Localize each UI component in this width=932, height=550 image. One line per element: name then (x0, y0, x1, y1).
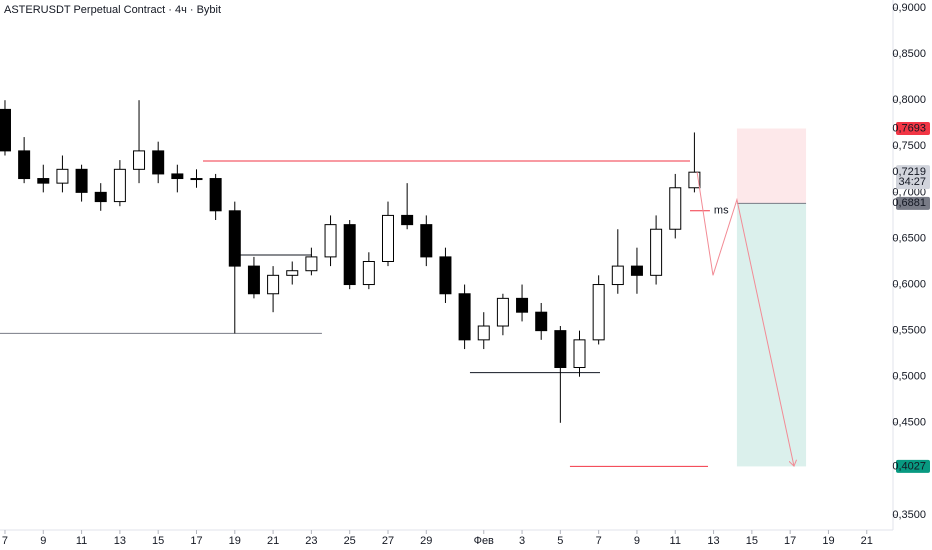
x-tick-label: 25 (344, 535, 356, 547)
candle-body (401, 214, 414, 226)
x-tick-label: 3 (519, 535, 525, 547)
candle-body (535, 311, 548, 332)
candle-body (554, 330, 567, 368)
stop-zone (736, 128, 807, 204)
candle-body (75, 168, 88, 193)
candle-body (324, 224, 337, 258)
candle-body (190, 178, 203, 181)
candle-body (362, 260, 375, 286)
price-tag-label: 0,7219 (892, 166, 926, 178)
x-tick-label: 29 (420, 535, 432, 547)
price-tag (896, 196, 930, 210)
candle-body (439, 256, 452, 295)
price-tag (896, 459, 930, 473)
candle-body (669, 187, 682, 230)
candle-body (592, 284, 605, 341)
y-tick-label: 0,7500 (892, 140, 926, 152)
candle-body (496, 297, 509, 327)
y-tick-label: 0,4500 (892, 417, 926, 429)
candle-body (688, 171, 701, 189)
candle-body (0, 108, 11, 152)
candle-body (267, 274, 280, 295)
candle-body (650, 228, 663, 276)
x-tick-label: 17 (784, 535, 796, 547)
candle-body (381, 214, 394, 262)
x-tick-label: 7 (596, 535, 602, 547)
x-tick-label: 15 (152, 535, 164, 547)
candle-body (113, 168, 126, 203)
price-tag (896, 165, 930, 190)
y-tick-label: 0,6000 (892, 278, 926, 290)
candle-body (458, 293, 471, 341)
x-tick-label: 17 (190, 535, 202, 547)
candle-body (209, 178, 222, 212)
price-tag (896, 121, 930, 135)
candle-body (477, 325, 490, 341)
price-tag-label: 0,4027 (892, 460, 926, 472)
price-tag-label: 0,7693 (892, 122, 926, 134)
x-tick-label: 9 (634, 535, 640, 547)
x-tick-label: 19 (822, 535, 834, 547)
x-tick-label: 9 (40, 535, 46, 547)
x-tick-label: 11 (76, 535, 87, 547)
y-tick-label: 0,9000 (892, 2, 926, 14)
x-tick-label: 11 (670, 535, 681, 547)
x-tick-label: 23 (305, 535, 317, 547)
candle-body (305, 256, 318, 272)
candle-body (420, 224, 433, 258)
x-tick-label: 19 (229, 535, 241, 547)
candle-body (152, 150, 165, 175)
candle-body (37, 178, 50, 184)
y-tick-label: 0,6500 (892, 232, 926, 244)
candle-body (56, 168, 69, 184)
candle-body (133, 150, 146, 170)
candle-body (516, 297, 529, 313)
candle-body (94, 191, 107, 203)
countdown: 34:27 (898, 176, 926, 188)
x-tick-label: Фев (474, 535, 494, 547)
y-tick-label: 0,5500 (892, 325, 926, 337)
x-tick-label: 21 (861, 535, 873, 547)
x-tick-label: 5 (557, 535, 563, 547)
y-tick-label: 0,5000 (892, 371, 926, 383)
level-label: ms (714, 205, 729, 217)
candle-body (573, 339, 586, 368)
candle-body (343, 224, 356, 286)
x-tick-label: 15 (746, 535, 758, 547)
x-tick-label: 7 (2, 535, 8, 547)
target-zone (736, 203, 807, 467)
candle-body (611, 265, 624, 286)
y-tick-label: 0,3500 (892, 509, 926, 521)
candle-body (630, 265, 643, 276)
y-tick-label: 0,8000 (892, 94, 926, 106)
candle-body (286, 270, 299, 276)
candle-body (18, 150, 31, 180)
x-tick-label: 21 (267, 535, 279, 547)
y-tick-label: 0,8500 (892, 48, 926, 60)
projection-path (696, 172, 794, 466)
x-tick-label: 13 (707, 535, 719, 547)
candle-body (228, 210, 241, 267)
y-tick-label: 0,7000 (892, 186, 926, 198)
chart-title: ASTERUSDT Perpetual Contract · 4ч · Bybi… (4, 4, 221, 16)
x-tick-label: 27 (382, 535, 394, 547)
price-tag-label: 0,6881 (892, 197, 926, 209)
candle-body (171, 173, 184, 180)
candle-body (247, 265, 260, 295)
x-tick-label: 13 (114, 535, 126, 547)
